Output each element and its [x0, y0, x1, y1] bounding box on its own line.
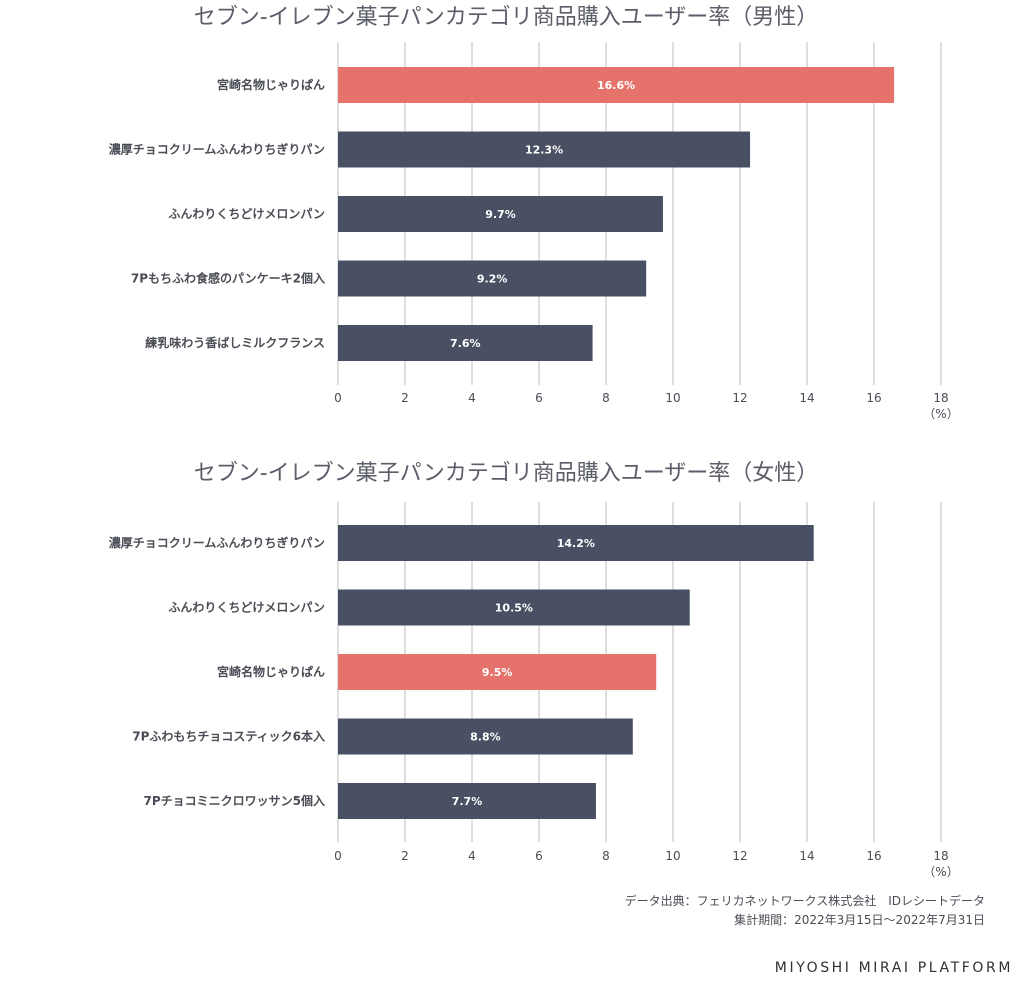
x-tick-label: 14 [799, 849, 814, 863]
category-label: 7Pふわもちチョコスティック6本入 [132, 729, 325, 744]
data-label: 7.7% [452, 795, 483, 808]
x-tick-label: 2 [401, 391, 409, 405]
chart-title: セブン-イレブン菓子パンカテゴリ商品購入ユーザー率（男性） [194, 5, 819, 30]
x-tick-label: 0 [334, 391, 342, 405]
x-tick-label: 4 [468, 391, 476, 405]
bar [338, 67, 895, 103]
data-label: 7.6% [450, 337, 481, 350]
category-label: 濃厚チョコクリームふんわりちぎりパン [109, 535, 325, 550]
x-tick-label: 12 [732, 391, 747, 405]
data-label: 9.7% [485, 208, 516, 221]
x-tick-label: 10 [665, 849, 680, 863]
x-tick-label: 0 [334, 849, 342, 863]
category-label: ふんわりくちどけメロンパン [168, 207, 325, 221]
category-label: 練乳味わう香ばしミルクフランス [145, 335, 325, 350]
bar [338, 260, 647, 297]
x-tick-label: 18 [933, 391, 948, 405]
category-label: 7Pもちふわ食感のパンケーキ2個入 [131, 271, 325, 286]
bar [338, 325, 593, 361]
data-label: 12.3% [525, 144, 563, 157]
bar [338, 131, 751, 168]
data-label: 16.6% [597, 79, 635, 92]
period-note: 集計期間：2022年3月15日〜2022年7月31日 [734, 912, 985, 927]
x-tick-label: 12 [732, 849, 747, 863]
brand-logo-text: MIYOSHI MIRAI PLATFORM [775, 960, 1013, 976]
data-label: 14.2% [557, 537, 595, 550]
male-chart: セブン-イレブン菓子パンカテゴリ商品購入ユーザー率（男性） 16.6% 宮崎名物じゃ… [109, 5, 959, 421]
source-note: データ出典：フェリカネットワークス株式会社 IDレシートデータ [625, 893, 985, 908]
x-tick-label: 16 [866, 391, 881, 405]
category-label: 7Pチョコミニクロワッサン5個入 [144, 793, 326, 808]
data-label: 8.8% [470, 731, 501, 744]
female-chart: セブン-イレブン菓子パンカテゴリ商品購入ユーザー率（女性） 14.2% 濃厚チョコク… [109, 461, 959, 879]
x-tick-label: 14 [799, 391, 814, 405]
data-label: 10.5% [495, 602, 533, 615]
bar [338, 589, 690, 626]
x-unit-label: （%） [923, 865, 958, 879]
x-tick-label: 8 [602, 849, 610, 863]
x-tick-label: 10 [665, 391, 680, 405]
data-label: 9.5% [482, 666, 513, 679]
x-tick-label: 4 [468, 849, 476, 863]
chart-title: セブン-イレブン菓子パンカテゴリ商品購入ユーザー率（女性） [194, 461, 819, 486]
bar [338, 525, 814, 561]
bar [338, 654, 657, 690]
bar [338, 196, 663, 232]
data-label: 9.2% [477, 273, 508, 286]
x-tick-label: 16 [866, 849, 881, 863]
bar [338, 783, 596, 819]
x-tick-label: 6 [535, 849, 543, 863]
x-unit-label: （%） [923, 407, 958, 421]
x-tick-label: 18 [933, 849, 948, 863]
category-label: 濃厚チョコクリームふんわりちぎりパン [109, 142, 325, 157]
bar [338, 718, 633, 755]
x-tick-label: 8 [602, 391, 610, 405]
category-label: ふんわりくちどけメロンパン [168, 601, 325, 615]
category-label: 宮崎名物じゃりぱん [217, 664, 325, 679]
x-tick-label: 6 [535, 391, 543, 405]
x-tick-label: 2 [401, 849, 409, 863]
category-label: 宮崎名物じゃりぱん [217, 77, 325, 92]
